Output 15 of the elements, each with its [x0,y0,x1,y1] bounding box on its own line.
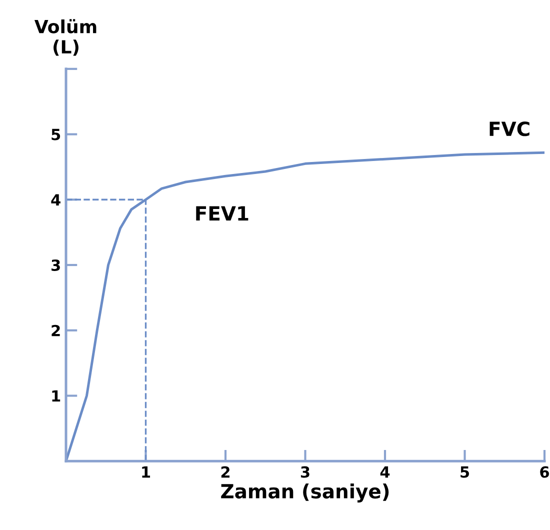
y-axis-title: Volüm (L) [34,19,96,56]
y-tick-label: 1 [52,390,60,402]
x-tick-label: 4 [380,466,390,478]
x-tick-label: 1 [142,466,150,478]
x-axis-title: Zaman (saniye) [221,484,389,502]
annotation: FVC [490,121,530,136]
x-tick-label: 3 [300,466,310,478]
y-tick-label: 3 [52,259,60,272]
annotation: FEV1 [196,206,248,220]
x-tick-label: 5 [460,466,469,478]
x-tick-label: 2 [221,466,230,478]
y-tick-label: 4 [51,194,60,206]
y-tick-label: 2 [52,324,60,336]
y-tick-label: 5 [52,128,60,140]
x-tick-label: 6 [540,466,549,478]
